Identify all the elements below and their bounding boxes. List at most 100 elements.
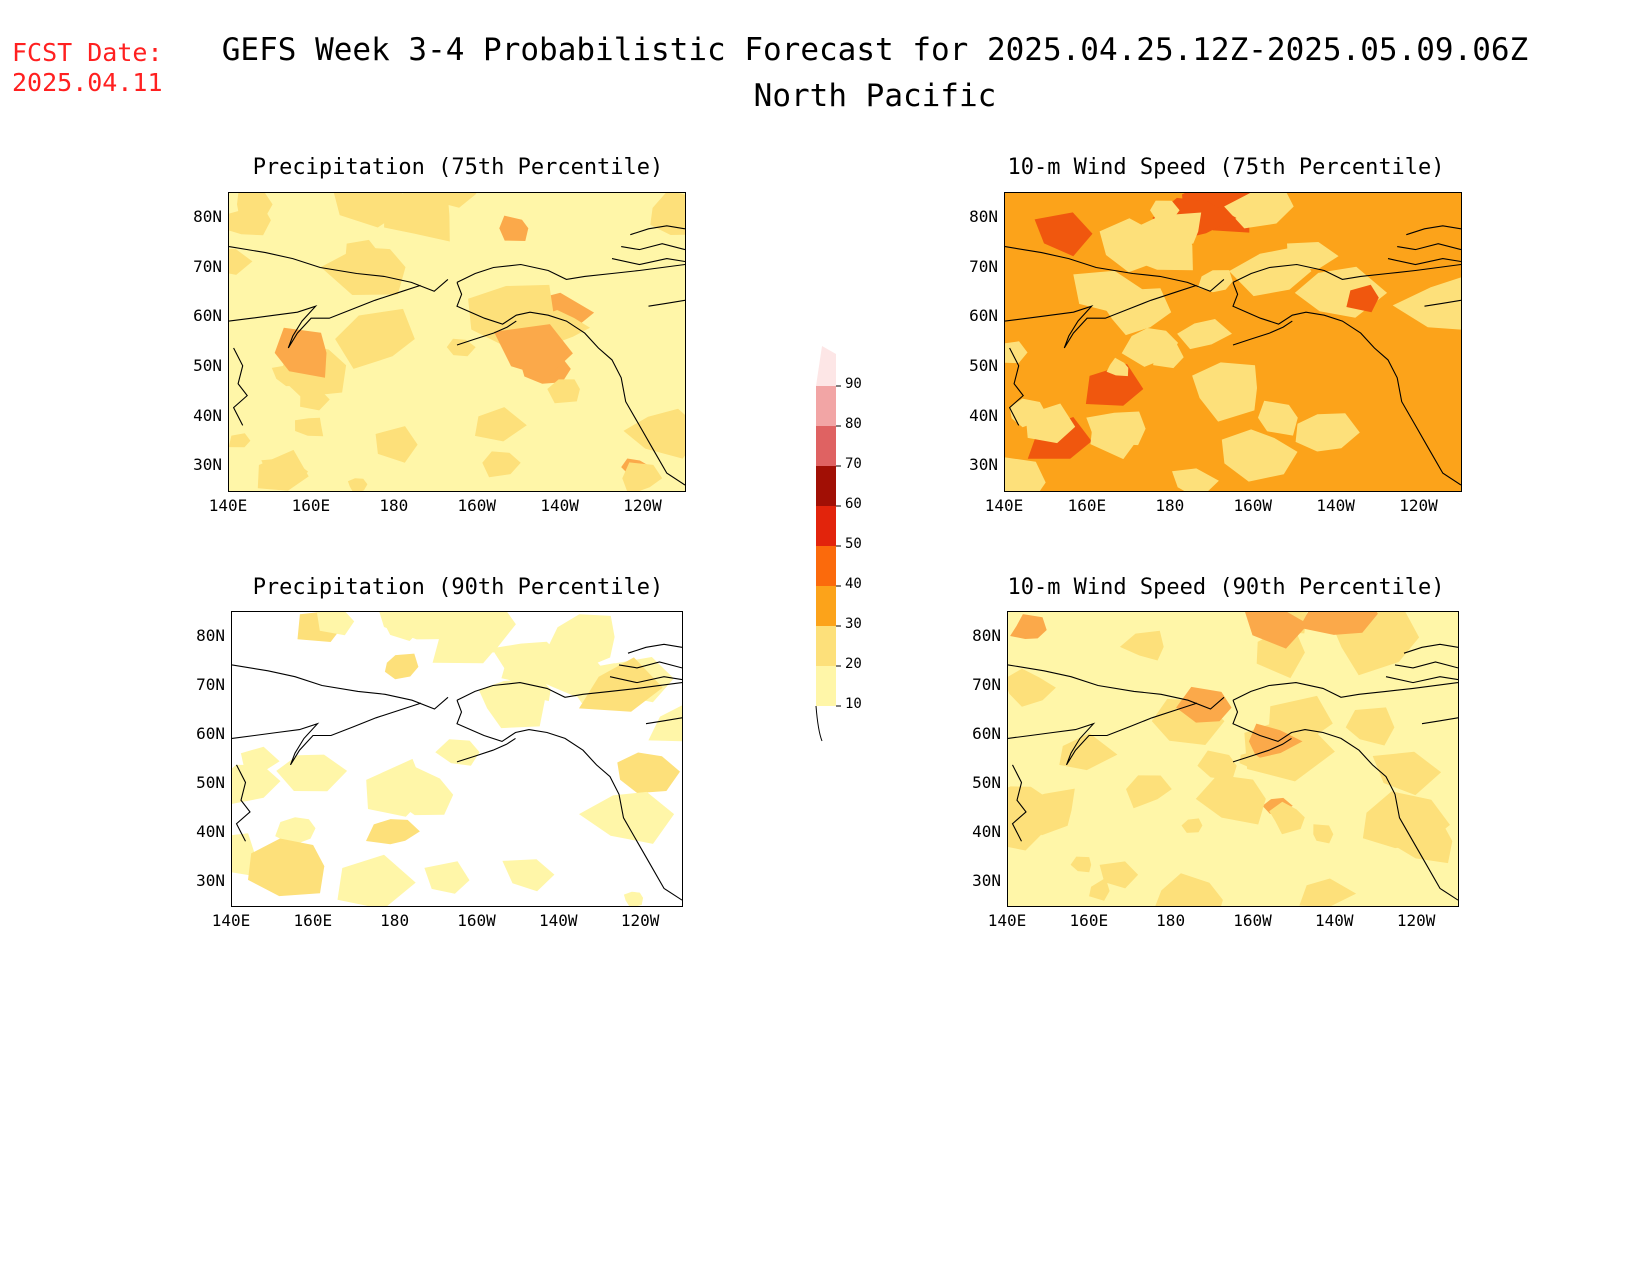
chart-title: GEFS Week 3-4 Probabilistic Forecast for… <box>221 32 1529 68</box>
y-tick-label: 70N <box>972 674 1001 694</box>
coastline <box>611 258 685 266</box>
colorbar-segment <box>816 346 836 386</box>
y-tick-label: 30N <box>193 455 222 475</box>
contour-patch <box>493 324 573 378</box>
coastline <box>1008 664 1225 710</box>
x-tick-label: 140W <box>540 496 579 515</box>
y-tick-label: 80N <box>196 625 225 645</box>
contour-patch <box>1299 612 1378 635</box>
coastline <box>232 702 422 766</box>
colorbar-label: 70 <box>845 456 862 472</box>
chart-subtitle: North Pacific <box>753 78 997 114</box>
x-tick-label: 160E <box>291 496 331 515</box>
coastline <box>618 661 682 669</box>
contour-patch <box>650 193 685 235</box>
map-precip90 <box>231 611 683 907</box>
coastline <box>1005 246 1225 292</box>
y-tick-label: 50N <box>972 772 1001 792</box>
x-tick-label: 120W <box>1399 496 1438 515</box>
coastline <box>1406 225 1461 236</box>
x-tick-label: 120W <box>1396 911 1436 930</box>
x-tick-label: 120W <box>623 496 662 515</box>
x-tick-label: 140W <box>1315 911 1354 930</box>
colorbar-segment <box>816 466 836 506</box>
contour-patch <box>1268 695 1333 742</box>
x-tick-label: 140E <box>984 496 1024 515</box>
contour-patch <box>1345 707 1395 746</box>
contour-patch <box>1172 468 1219 491</box>
y-tick-label: 70N <box>193 256 222 276</box>
coastline <box>229 284 421 349</box>
coastline <box>456 282 685 486</box>
coastline <box>229 246 449 292</box>
contour-patch <box>435 739 480 766</box>
contour-patch <box>1099 861 1139 889</box>
contour-patch <box>1346 284 1379 313</box>
contour-patch <box>434 193 477 208</box>
contour-patch <box>1059 733 1118 771</box>
y-tick-label: 30N <box>972 870 1001 890</box>
colorbar-segment <box>816 426 836 466</box>
colorbar-segment <box>816 626 836 666</box>
contour-patch <box>1089 877 1110 901</box>
x-tick-label: 140W <box>1316 496 1355 515</box>
contour-patch <box>1197 750 1237 781</box>
contour-patch <box>384 653 419 680</box>
coastline <box>1232 282 1461 486</box>
contour-patch <box>1010 614 1047 639</box>
y-tick-label: 40N <box>972 821 1001 841</box>
coastline <box>627 643 682 654</box>
colorbar-label: 80 <box>845 416 862 432</box>
y-tick-label: 30N <box>196 870 225 890</box>
contour-patch <box>1299 878 1357 906</box>
contour-patch <box>384 193 450 242</box>
x-tick-label: 160E <box>1067 496 1107 515</box>
contour-patch <box>229 433 251 448</box>
contour-patch <box>1085 364 1144 406</box>
x-tick-label: 140E <box>211 911 251 930</box>
y-tick-label: 50N <box>196 772 225 792</box>
contour-patch <box>1008 668 1056 707</box>
coastline <box>1424 299 1461 307</box>
contour-patch <box>276 754 348 792</box>
coastline <box>456 263 685 283</box>
y-tick-label: 80N <box>969 206 998 226</box>
contour-patch <box>499 215 529 241</box>
coastline <box>232 664 449 710</box>
contour-patch <box>1258 400 1298 436</box>
y-tick-label: 40N <box>196 821 225 841</box>
contour-patch <box>1005 457 1046 491</box>
coastline <box>1385 676 1458 684</box>
contour-patch <box>1090 416 1143 460</box>
y-tick-label: 60N <box>193 306 222 326</box>
x-tick-label: 160E <box>1069 911 1109 930</box>
coastline <box>1387 258 1461 266</box>
coastline <box>456 700 682 901</box>
contour-patch <box>393 765 454 816</box>
contour-patch <box>316 612 355 636</box>
y-tick-label: 50N <box>969 355 998 375</box>
x-tick-label: 180 <box>1155 496 1185 515</box>
contour-patch <box>1125 217 1193 271</box>
map-canvas <box>232 612 682 906</box>
y-tick-label: 60N <box>972 723 1001 743</box>
contour-patch <box>1245 612 1309 649</box>
contour-patch <box>366 819 420 845</box>
x-tick-label: 140E <box>208 496 248 515</box>
panel-title-wind75: 10-m Wind Speed (75th Percentile) <box>1007 155 1445 180</box>
contour-patch <box>1070 856 1092 873</box>
coastline <box>1403 643 1458 654</box>
colorbar <box>815 346 841 742</box>
contour-patch <box>320 247 406 295</box>
contour-patch <box>248 838 325 897</box>
contour-patch <box>1153 341 1184 369</box>
contour-patch <box>623 408 685 459</box>
coastline <box>1421 717 1458 725</box>
contour-patch <box>579 657 663 712</box>
y-tick-label: 70N <box>196 674 225 694</box>
contour-patch <box>478 678 545 729</box>
coastline <box>456 682 682 701</box>
x-tick-label: 180 <box>379 496 409 515</box>
contour-patch <box>1224 193 1294 229</box>
map-canvas <box>1008 612 1458 906</box>
